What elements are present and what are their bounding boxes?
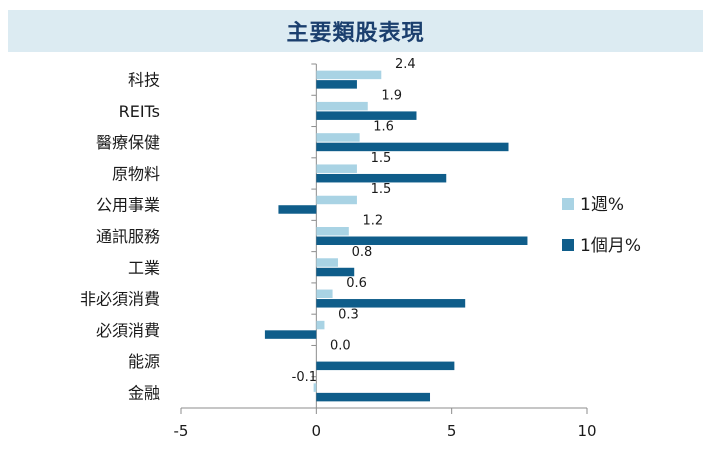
bar-1month [316, 142, 509, 152]
category-label: 金融 [128, 383, 160, 402]
bar-1week [316, 164, 357, 173]
data-label: 1.9 [381, 88, 402, 103]
data-label: 0.3 [338, 307, 359, 322]
category-label: 公用事業 [96, 196, 160, 215]
bar-1week [316, 320, 325, 330]
category-label: 能源 [128, 352, 160, 371]
bar-1month [316, 267, 355, 277]
category-label: 原物料 [112, 164, 160, 183]
category-label: 工業 [128, 258, 160, 277]
bar-1month [316, 236, 528, 245]
x-tick-label: -5 [174, 422, 189, 440]
chart-title: 主要類股表現 [286, 21, 425, 46]
bar-1week [316, 227, 349, 236]
data-label: 0.6 [346, 276, 367, 291]
data-label: -0.1 [292, 370, 317, 385]
x-tick-label: 5 [447, 422, 457, 440]
legend-swatch [562, 239, 574, 251]
data-label: 1.5 [371, 182, 392, 197]
data-label: 0.0 [330, 339, 351, 354]
bar-1week [316, 289, 333, 299]
bar-1month [316, 173, 447, 183]
legend-label: 1個月% [580, 236, 641, 256]
category-label: 科技 [128, 71, 160, 90]
bar-1week [316, 133, 360, 142]
category-label: 非必須消費 [80, 290, 160, 309]
category-label: 醫療保健 [96, 133, 160, 152]
bar-1month [316, 111, 417, 120]
data-label: 2.4 [395, 57, 416, 72]
x-tick-label: 0 [312, 422, 322, 440]
bar-1week [316, 70, 382, 80]
legend-swatch [562, 198, 574, 210]
x-tick-label: 10 [577, 422, 596, 440]
bar-1week [316, 101, 368, 111]
data-label: 1.6 [373, 120, 394, 135]
category-label: 通訊服務 [96, 227, 160, 246]
category-label: REITs [119, 102, 160, 121]
data-label: 0.8 [352, 245, 373, 260]
data-label: 1.5 [371, 151, 392, 166]
category-label: 必須消費 [96, 321, 160, 340]
bar-1month [278, 205, 317, 214]
bar-1week [316, 195, 357, 205]
bar-1month [316, 361, 455, 371]
bar-1month [264, 330, 317, 339]
bar-1month [316, 80, 357, 89]
title-bar: 主要類股表現 [8, 10, 703, 52]
bar-1week [316, 258, 338, 267]
data-label: 1.2 [362, 214, 383, 229]
bar-1week [313, 383, 317, 392]
legend-label: 1週% [580, 195, 624, 215]
bar-1month [316, 392, 431, 402]
bar-1month [316, 299, 466, 308]
